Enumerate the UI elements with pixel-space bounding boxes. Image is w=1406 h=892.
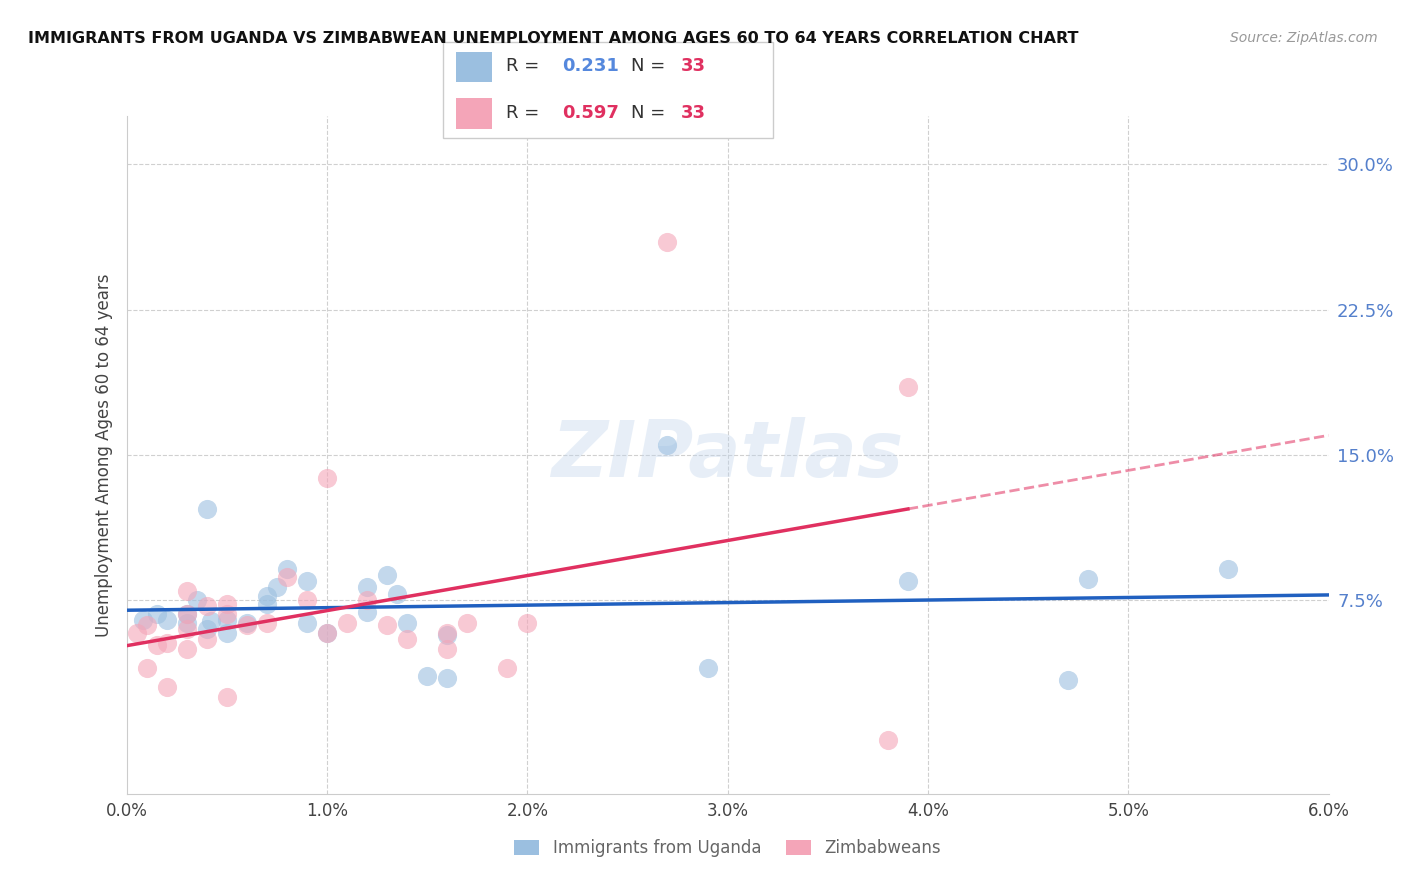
Point — [375, 618, 398, 632]
Point — [176, 607, 198, 621]
Point — [396, 632, 419, 646]
Point — [1218, 562, 1240, 576]
Point — [186, 593, 208, 607]
Point — [385, 587, 408, 601]
Point — [135, 661, 157, 675]
Point — [877, 732, 900, 747]
Point — [256, 590, 278, 604]
Point — [195, 632, 218, 646]
Point — [456, 616, 478, 631]
Point — [375, 568, 398, 582]
Text: N =: N = — [631, 103, 665, 121]
Text: 0.597: 0.597 — [562, 103, 619, 121]
Text: ZIPatlas: ZIPatlas — [551, 417, 904, 493]
Point — [176, 607, 198, 621]
Point — [516, 616, 538, 631]
Point — [176, 616, 198, 631]
Point — [1077, 572, 1099, 586]
Point — [155, 636, 177, 650]
Point — [897, 574, 920, 588]
Point — [416, 669, 439, 683]
Point — [356, 593, 378, 607]
Point — [215, 613, 238, 627]
Point — [436, 671, 458, 685]
Text: N =: N = — [631, 57, 665, 76]
Point — [155, 681, 177, 695]
Text: 0.231: 0.231 — [562, 57, 619, 76]
Point — [436, 626, 458, 640]
Point — [176, 641, 198, 656]
Point — [145, 638, 167, 652]
Point — [176, 583, 198, 598]
Point — [131, 613, 153, 627]
Text: R =: R = — [506, 57, 538, 76]
Text: IMMIGRANTS FROM UGANDA VS ZIMBABWEAN UNEMPLOYMENT AMONG AGES 60 TO 64 YEARS CORR: IMMIGRANTS FROM UGANDA VS ZIMBABWEAN UNE… — [28, 31, 1078, 46]
Point — [256, 597, 278, 611]
Point — [295, 616, 318, 631]
Point — [1057, 673, 1080, 687]
Point — [295, 574, 318, 588]
Point — [496, 661, 519, 675]
FancyBboxPatch shape — [443, 42, 773, 138]
Point — [336, 616, 359, 631]
Point — [215, 626, 238, 640]
Point — [436, 628, 458, 642]
Y-axis label: Unemployment Among Ages 60 to 64 years: Unemployment Among Ages 60 to 64 years — [94, 273, 112, 637]
Point — [125, 626, 148, 640]
Point — [215, 690, 238, 704]
Point — [295, 593, 318, 607]
Text: 33: 33 — [681, 103, 706, 121]
Point — [195, 599, 218, 613]
Point — [195, 622, 218, 636]
Point — [135, 618, 157, 632]
Point — [315, 626, 337, 640]
Point — [696, 661, 718, 675]
Point — [315, 471, 337, 485]
Point — [396, 616, 419, 631]
Point — [195, 502, 218, 516]
Text: R =: R = — [506, 103, 538, 121]
Point — [176, 622, 198, 636]
Point — [235, 616, 259, 631]
Text: 33: 33 — [681, 57, 706, 76]
Point — [266, 580, 288, 594]
Point — [256, 616, 278, 631]
Point — [215, 607, 238, 621]
FancyBboxPatch shape — [456, 98, 492, 128]
Point — [145, 607, 167, 621]
FancyBboxPatch shape — [456, 52, 492, 82]
Point — [356, 605, 378, 619]
Point — [215, 597, 238, 611]
Point — [315, 626, 337, 640]
Point — [155, 613, 177, 627]
Point — [235, 618, 259, 632]
Point — [657, 235, 679, 249]
Point — [200, 615, 222, 629]
Text: Source: ZipAtlas.com: Source: ZipAtlas.com — [1230, 31, 1378, 45]
Point — [276, 562, 298, 576]
Point — [436, 641, 458, 656]
Point — [897, 380, 920, 394]
Point — [356, 580, 378, 594]
Legend: Immigrants from Uganda, Zimbabweans: Immigrants from Uganda, Zimbabweans — [508, 832, 948, 863]
Point — [276, 570, 298, 584]
Point — [657, 438, 679, 452]
